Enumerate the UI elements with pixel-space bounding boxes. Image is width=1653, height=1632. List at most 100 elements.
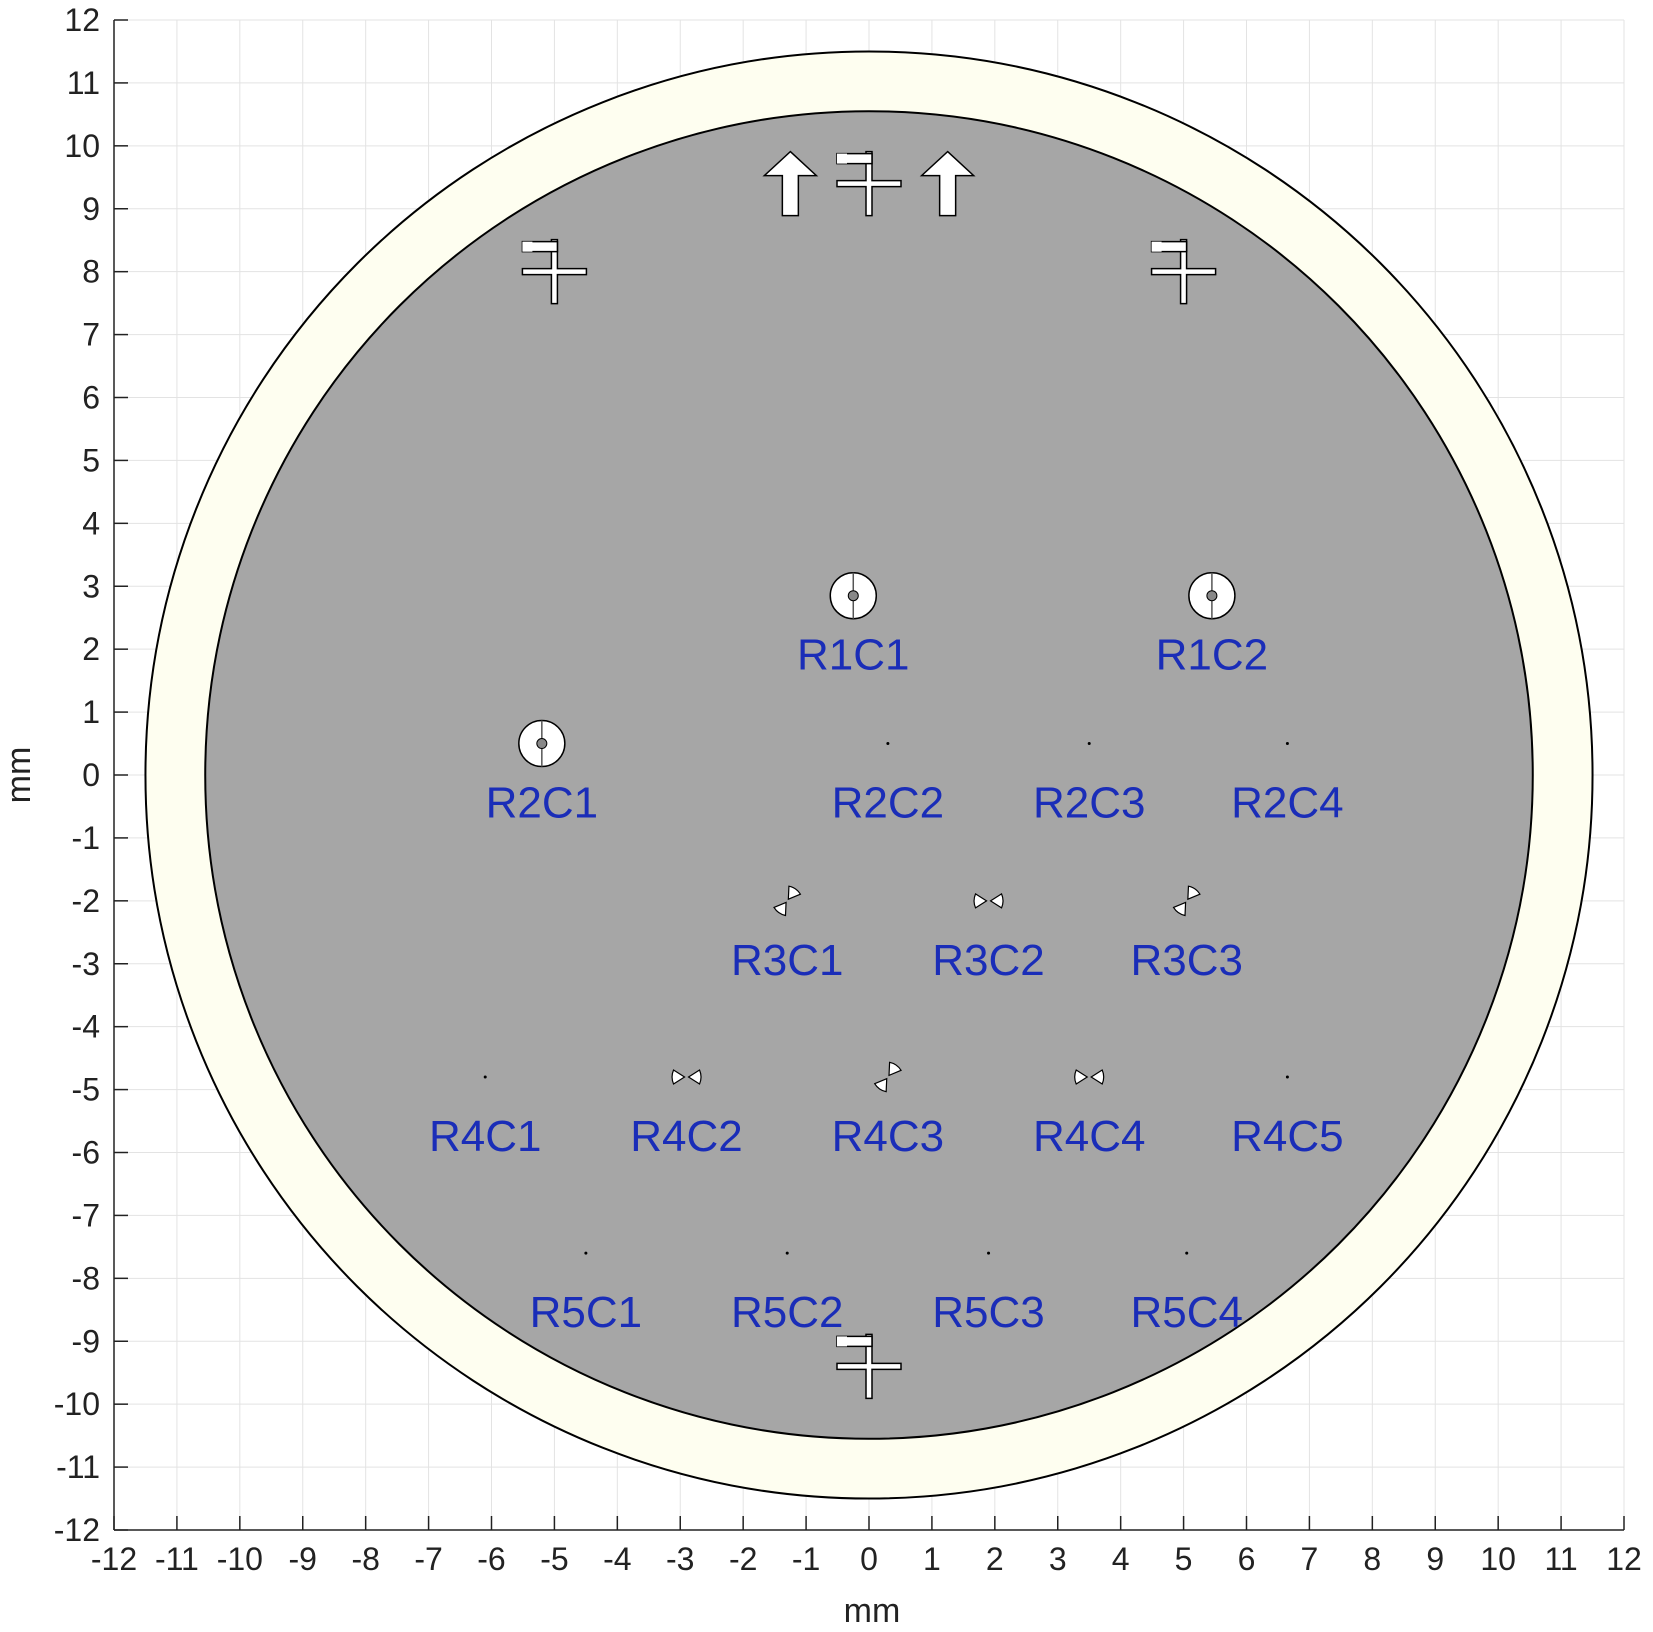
- y-tick-label: 2: [82, 631, 100, 667]
- device-label: R3C2: [932, 936, 1045, 985]
- cross-mark-shape: [836, 150, 902, 217]
- x-tick-label: -12: [91, 1541, 137, 1577]
- bowtie-device-shape: [1074, 1069, 1105, 1085]
- device-r4c2: [671, 1069, 702, 1085]
- device-label: R2C4: [1231, 779, 1344, 828]
- y-tick-label: -1: [72, 820, 100, 856]
- y-axis-label: mm: [0, 747, 38, 804]
- x-tick-label: 11: [1544, 1541, 1577, 1577]
- y-tick-label: -11: [56, 1449, 100, 1485]
- cross-alignment-mark: [1150, 238, 1217, 305]
- y-tick-label: 7: [82, 317, 100, 353]
- x-tick-label: -7: [414, 1541, 442, 1577]
- bowtie-device-shape: [1172, 885, 1201, 917]
- ring-device-center: [1206, 590, 1218, 602]
- device-r3c1: [773, 885, 802, 917]
- x-tick-label: 5: [1175, 1541, 1193, 1577]
- device-label: R4C2: [630, 1112, 743, 1161]
- y-tick-label: 6: [82, 380, 100, 416]
- bowtie-device-shape: [973, 892, 1004, 909]
- device-label: R4C1: [429, 1112, 542, 1161]
- x-tick-label: 0: [860, 1541, 878, 1577]
- arrow-up-icon: [762, 150, 819, 217]
- y-tick-label: 4: [82, 505, 100, 541]
- y-tick-label: -5: [72, 1072, 100, 1108]
- device-r2c3: [1087, 742, 1091, 746]
- x-tick-label: -9: [289, 1541, 317, 1577]
- x-tick-label: -3: [666, 1541, 694, 1577]
- device-label: R2C2: [832, 779, 945, 828]
- device-label: R4C3: [832, 1112, 945, 1161]
- device-r2c4: [1285, 742, 1289, 746]
- device-label: R5C2: [731, 1288, 844, 1337]
- x-tick-label: -2: [729, 1541, 757, 1577]
- device-label: R5C3: [932, 1288, 1045, 1337]
- y-tick-label: 12: [64, 2, 100, 38]
- bowtie-left: [873, 1077, 888, 1093]
- device-r4c1: [483, 1075, 487, 1079]
- y-tick-label: -9: [72, 1323, 100, 1359]
- bowtie-right: [888, 1061, 902, 1077]
- x-tick-label: 9: [1426, 1541, 1444, 1577]
- device-r3c2: [973, 892, 1004, 909]
- y-tick-label: -8: [72, 1260, 100, 1296]
- device-r2c1: [518, 719, 566, 768]
- cross-mark-shape: [521, 238, 588, 305]
- dot-device: [1087, 742, 1091, 746]
- alignment-marks: [521, 150, 1217, 1400]
- cross-alignment-mark: [836, 1333, 902, 1400]
- x-axis-label: mm: [844, 1592, 901, 1630]
- dot-device: [483, 1075, 487, 1079]
- dot-device: [785, 1251, 789, 1255]
- device-label: R4C5: [1231, 1112, 1344, 1161]
- x-tick-label: 1: [923, 1541, 941, 1577]
- bowtie-right: [989, 892, 1004, 909]
- device-r4c4: [1074, 1069, 1105, 1085]
- y-tick-label: -4: [72, 1009, 100, 1045]
- cross-mark-fill: [837, 153, 847, 164]
- y-tick-label: -12: [54, 1512, 100, 1548]
- axes: -12 -11 -10 -9 -8 -7 -6 -5 -4 -3 -2 -1 0 1 2 3 4 5 6 7 8 9 10 1…: [54, 2, 1642, 1577]
- arrow-shape: [919, 150, 976, 217]
- device-label: R1C2: [1156, 631, 1269, 680]
- device-r4c3: [873, 1061, 902, 1093]
- device-label: R5C1: [530, 1288, 643, 1337]
- dot-device: [1285, 1075, 1289, 1079]
- device-r3c3: [1172, 885, 1201, 917]
- x-tick-label: 12: [1606, 1541, 1642, 1577]
- cross-mark-fill: [1151, 241, 1162, 252]
- x-tick-label: -4: [603, 1541, 631, 1577]
- device-r5c2: [785, 1251, 789, 1255]
- wafer-layer: [144, 50, 1594, 1500]
- x-tick-label: -6: [477, 1541, 505, 1577]
- y-tick-label: -6: [72, 1135, 100, 1171]
- x-tick-label: -5: [540, 1541, 568, 1577]
- dot-device: [1285, 742, 1289, 746]
- ring-device-center: [536, 738, 548, 750]
- bowtie-left: [773, 901, 787, 917]
- x-tick-label: -8: [351, 1541, 379, 1577]
- device-label: R3C3: [1130, 936, 1243, 985]
- ring-device-center: [847, 590, 859, 602]
- wafer-circle: [204, 110, 1534, 1440]
- y-tick-label: 11: [67, 65, 100, 101]
- bowtie-device-shape: [773, 885, 802, 917]
- y-tick-label: -7: [72, 1197, 100, 1233]
- x-tick-label: 3: [1049, 1541, 1067, 1577]
- dot-device: [886, 742, 890, 746]
- x-tick-label: -10: [217, 1541, 263, 1577]
- cross-alignment-mark: [836, 150, 902, 217]
- y-tick-label: 0: [82, 757, 100, 793]
- x-tick-label: 8: [1363, 1541, 1381, 1577]
- bowtie-device-shape: [873, 1061, 902, 1093]
- arrow-up-icon: [919, 150, 976, 217]
- device-r5c3: [987, 1251, 991, 1255]
- bowtie-right: [687, 1069, 702, 1085]
- device-r5c4: [1185, 1251, 1189, 1255]
- dot-device: [987, 1251, 991, 1255]
- x-tick-label: 4: [1112, 1541, 1130, 1577]
- device-r5c1: [584, 1251, 588, 1255]
- devices: R1C1 R1C2 R2C1 R2C2 R2C3 R2C4 R3C1 R3C2 R3C3 R4C1…: [429, 571, 1344, 1337]
- device-r1c1: [829, 571, 878, 620]
